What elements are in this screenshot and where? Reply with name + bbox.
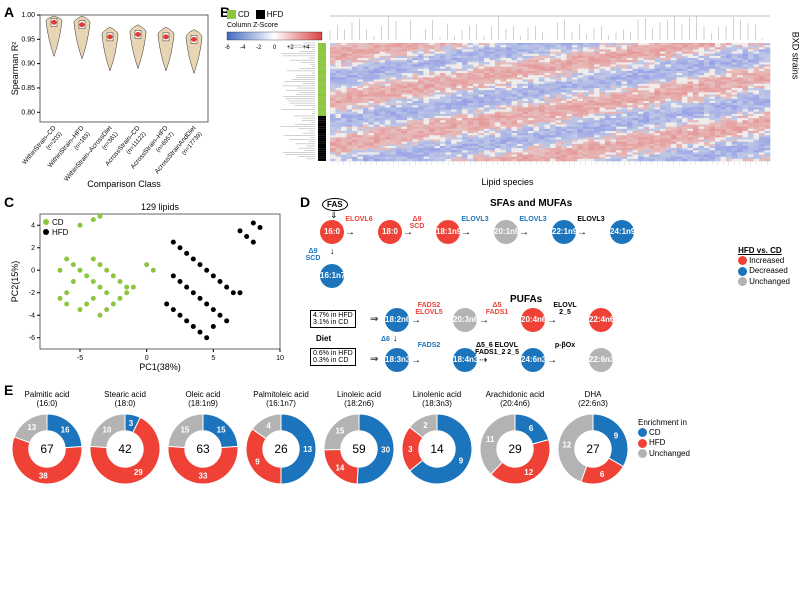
svg-text:67: 67: [40, 442, 54, 456]
donut-(18:1n9): Oleic acid(18:1n9)15153363: [166, 390, 240, 488]
svg-text:-6: -6: [225, 45, 230, 51]
svg-text:11: 11: [486, 435, 495, 444]
svg-text:Comparison Class: Comparison Class: [87, 179, 161, 189]
donut-(18:2n6): Linoleic acid(18:2n6)15301459: [322, 390, 396, 488]
fa-node-20:1n9: 20:1n9: [494, 220, 518, 244]
svg-text:9: 9: [614, 432, 619, 441]
donut-(20:4n6): Arachidonic acid(20:4n6)1161229: [478, 390, 552, 488]
svg-text:+2: +2: [287, 45, 295, 51]
svg-text:14: 14: [335, 464, 344, 473]
svg-text:-6: -6: [29, 335, 35, 342]
heatmap-svg: -6-4-20+2+4+6: [225, 10, 790, 185]
svg-text:HFD: HFD: [52, 228, 69, 237]
pca-svg: 129 lipids -5 0 5 10 -6 -4 -2 0 2 4 PC1(38%) PC2(15%…: [8, 200, 288, 375]
heatmap-ylabel: BXD strains: [791, 31, 800, 79]
svg-text:CD: CD: [52, 218, 64, 227]
svg-text:-4: -4: [29, 312, 35, 319]
svg-text:16: 16: [61, 426, 70, 435]
svg-text:0.80: 0.80: [21, 109, 35, 116]
svg-text:0: 0: [31, 267, 35, 274]
panel-a-violin: 0.800.850.900.951.00WithinStrain–CD(n=20…: [8, 10, 213, 190]
fa-node-24:1n9: 24:1n9: [610, 220, 634, 244]
svg-text:0.95: 0.95: [21, 36, 35, 43]
svg-text:PC1(38%): PC1(38%): [139, 362, 181, 372]
svg-text:2: 2: [423, 421, 428, 430]
svg-text:0.85: 0.85: [21, 85, 35, 92]
svg-text:10: 10: [276, 355, 284, 362]
svg-text:63: 63: [196, 442, 210, 456]
svg-text:4: 4: [266, 421, 271, 430]
svg-text:Spearman R²: Spearman R²: [10, 42, 20, 96]
svg-text:-4: -4: [240, 45, 246, 51]
svg-text:6: 6: [529, 424, 534, 433]
svg-text:42: 42: [118, 442, 132, 456]
svg-text:10: 10: [102, 426, 111, 435]
svg-text:0: 0: [145, 355, 149, 362]
svg-text:9: 9: [459, 457, 464, 466]
svg-text:13: 13: [303, 445, 312, 454]
svg-text:4: 4: [31, 222, 35, 229]
svg-text:30: 30: [381, 446, 390, 455]
panel-e-donuts: Palmitic acid(16:0)13163867Stearic acid(…: [8, 390, 793, 510]
fa-node-18:0: 18:0: [378, 220, 402, 244]
svg-text:-2: -2: [29, 290, 35, 297]
donut-(18:0): Stearic acid(18:0)1032942: [88, 390, 162, 488]
svg-text:33: 33: [199, 472, 208, 481]
svg-text:14: 14: [430, 442, 444, 456]
panel-d-pathway: FAS⇓SFAs and MUFAs16:0→ELOVL618:0→Δ9SCD1…: [310, 198, 790, 378]
heatmap-xlabel: Lipid species: [481, 177, 533, 187]
sfa-title: SFAs and MUFAs: [490, 198, 572, 209]
svg-text:15: 15: [217, 426, 226, 435]
svg-text:0: 0: [273, 45, 277, 51]
svg-text:29: 29: [508, 442, 522, 456]
svg-text:+4: +4: [303, 45, 311, 51]
svg-text:59: 59: [352, 442, 366, 456]
svg-text:27: 27: [586, 442, 600, 456]
svg-text:29: 29: [134, 468, 143, 477]
panel-e-legend: Enrichment inCDHFDUnchanged: [638, 418, 690, 459]
fa-node-22:1n9: 22:1n9: [552, 220, 576, 244]
svg-text:3: 3: [408, 445, 413, 454]
svg-text:15: 15: [180, 426, 189, 435]
donut-(16:1n7): Palmitoleic acid(16:1n7)413926: [244, 390, 318, 488]
svg-text:-2: -2: [256, 45, 262, 51]
hfd-legend: HFD vs. CDIncreasedDecreasedUnchanged: [738, 246, 790, 287]
svg-text:3: 3: [129, 419, 134, 428]
violin-svg: 0.800.850.900.951.00WithinStrain–CD(n=20…: [8, 10, 213, 190]
svg-text:129 lipids: 129 lipids: [141, 202, 180, 212]
fa-node-16:0: 16:0: [320, 220, 344, 244]
svg-text:13: 13: [27, 423, 36, 432]
panel-b-heatmap: CD HFD Column Z-Score -6-4-20+2+4+6 Lipi…: [225, 10, 790, 185]
donut-(16:0): Palmitic acid(16:0)13163867: [10, 390, 84, 488]
svg-text:12: 12: [562, 440, 571, 449]
svg-text:38: 38: [39, 471, 48, 480]
svg-text:PC2(15%): PC2(15%): [10, 261, 20, 303]
panel-c-pca: 129 lipids -5 0 5 10 -6 -4 -2 0 2 4 PC1(38%) PC2(15%…: [8, 200, 288, 375]
panel-d-label: D: [300, 194, 310, 210]
svg-text:12: 12: [524, 468, 533, 477]
svg-text:6: 6: [600, 470, 605, 479]
svg-text:1.00: 1.00: [21, 12, 35, 19]
donut-(18:3n3): Linolenic acid(18:3n3)29314: [400, 390, 474, 488]
svg-text:5: 5: [211, 355, 215, 362]
svg-text:2: 2: [31, 245, 35, 252]
svg-text:-5: -5: [77, 355, 83, 362]
svg-text:0.90: 0.90: [21, 61, 35, 68]
svg-text:9: 9: [255, 457, 260, 466]
svg-text:15: 15: [335, 426, 344, 435]
fa-node-18:1n9: 18:1n9: [436, 220, 460, 244]
svg-text:26: 26: [274, 442, 288, 456]
donut-(22:6n3): DHA(22:6n3)129627: [556, 390, 630, 488]
